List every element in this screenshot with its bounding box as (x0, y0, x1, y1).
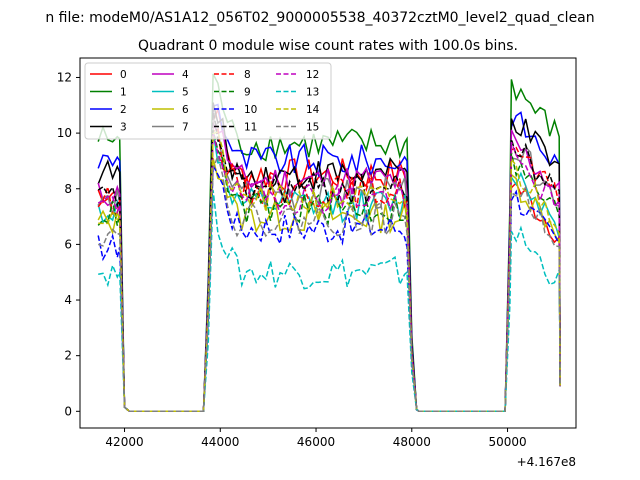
x-tick-label: 46000 (297, 435, 335, 449)
y-tick-label: 6 (64, 237, 72, 251)
legend-label-8: 8 (244, 69, 251, 81)
legend-label-15: 15 (306, 122, 319, 134)
y-axis-ticks: 0 2 4 6 8 10 12 (57, 70, 80, 418)
series-line-14 (98, 130, 561, 413)
series-line-7 (97, 117, 561, 413)
x-axis-offset-label: +4.167e8 (517, 455, 576, 469)
y-tick-label: 4 (64, 293, 72, 307)
series-line-3 (97, 102, 561, 413)
legend-label-13: 13 (306, 87, 319, 99)
y-tick-label: 10 (57, 126, 72, 140)
legend-box (84, 62, 332, 140)
series-line-0 (97, 106, 561, 413)
x-tick-label: 48000 (393, 435, 431, 449)
y-tick-label: 0 (64, 404, 72, 418)
series-line-13 (98, 190, 561, 413)
legend-label-14: 14 (306, 104, 320, 116)
x-tick-label: 44000 (201, 435, 239, 449)
series-line-15 (97, 153, 561, 413)
legend-label-2: 2 (120, 104, 127, 116)
series-layer (97, 73, 561, 413)
legend-label-7: 7 (182, 122, 189, 134)
x-axis-ticks: 42000 44000 46000 48000 50000 (105, 428, 527, 449)
legend-label-5: 5 (182, 87, 189, 99)
legend-label-12: 12 (306, 69, 319, 81)
axes-frame (79, 57, 577, 429)
x-tick-label: 50000 (488, 435, 526, 449)
legend-label-3: 3 (120, 122, 127, 134)
legend-label-0: 0 (120, 69, 127, 81)
y-tick-label: 2 (64, 349, 72, 363)
legend-label-9: 9 (244, 87, 251, 99)
series-line-4 (97, 123, 561, 413)
figure-suptitle: n file: modeM0/AS1A12_056T02_9000005538_… (45, 10, 594, 26)
y-tick-label: 12 (57, 70, 72, 84)
y-tick-label: 8 (64, 182, 72, 196)
chart-title: Quadrant 0 module wise count rates with … (138, 38, 518, 54)
legend-label-11: 11 (244, 122, 257, 134)
series-line-2 (97, 103, 561, 413)
legend-label-10: 10 (244, 104, 257, 116)
legend-label-1: 1 (120, 87, 127, 99)
x-tick-label: 42000 (105, 435, 143, 449)
legend-label-4: 4 (182, 69, 189, 81)
legend-label-6: 6 (182, 104, 189, 116)
